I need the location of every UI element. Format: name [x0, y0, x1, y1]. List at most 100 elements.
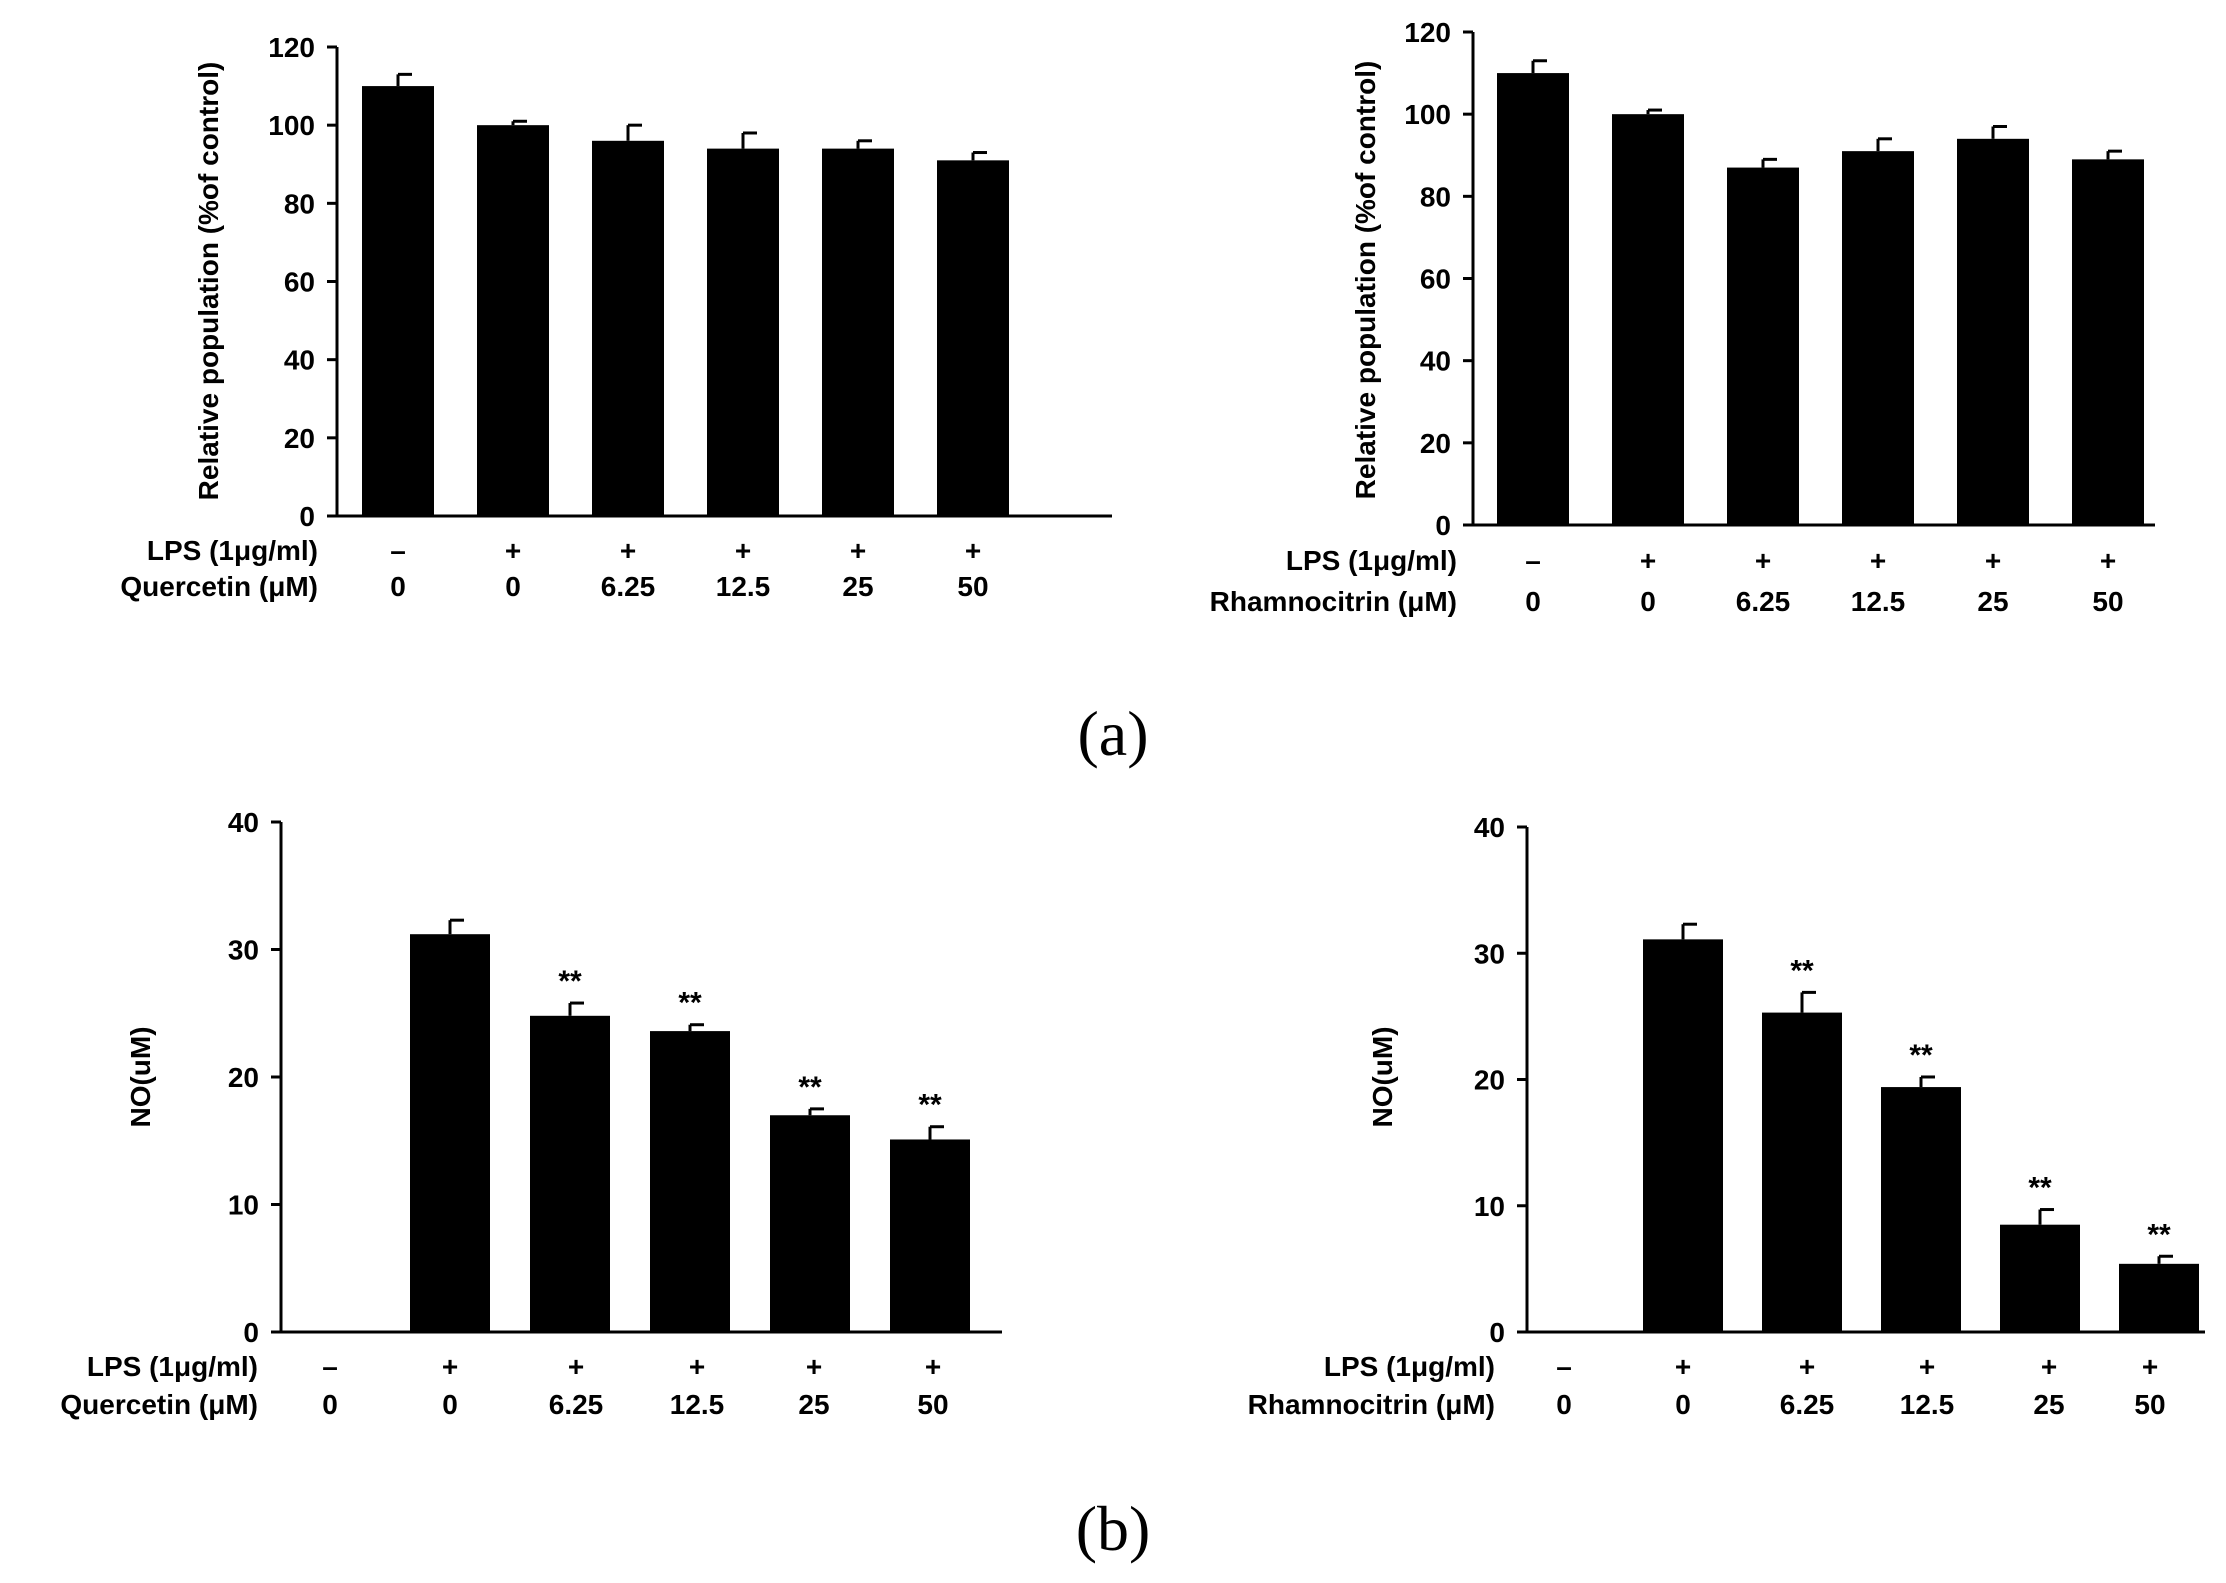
y-tick-label: 20: [228, 1062, 259, 1093]
dose-condition: 0: [322, 1389, 338, 1420]
bar: [1643, 939, 1723, 1332]
dose-condition: 50: [2092, 586, 2123, 617]
bar: [2119, 1263, 2199, 1332]
bar: [1881, 1087, 1961, 1332]
dose-condition: 6.25: [1736, 586, 1791, 617]
lps-row-label: LPS (1μg/ml): [1324, 1351, 1495, 1382]
bar: [477, 125, 549, 517]
dose-condition: 12.5: [716, 571, 771, 602]
dose-condition: 0: [1640, 586, 1656, 617]
y-tick-label: 0: [299, 501, 315, 532]
compound-row-label: Quercetin (μM): [120, 571, 318, 602]
dose-condition: 50: [917, 1389, 948, 1420]
lps-condition: +: [1675, 1351, 1691, 1382]
bar: [937, 160, 1009, 516]
y-tick-label: 80: [1420, 181, 1451, 212]
lps-condition: +: [806, 1351, 822, 1382]
lps-condition: –: [1525, 545, 1541, 576]
significance-marker: **: [2147, 1218, 2171, 1251]
chart-cell-viability-rhamnocitrin: 0 20 40 60 80 100 120 Relative population (%of …: [1210, 17, 2155, 617]
significance-marker: **: [678, 987, 702, 1020]
lps-condition: +: [2100, 545, 2116, 576]
y-tick-label: 40: [1420, 346, 1451, 377]
lps-condition: +: [735, 535, 751, 566]
y-tick-label: 30: [1474, 938, 1505, 969]
dose-condition: 25: [798, 1389, 829, 1420]
bar: [1762, 1012, 1842, 1332]
y-tick-label: 20: [284, 423, 315, 454]
dose-condition: 12.5: [1851, 586, 1906, 617]
y-axis-title: Relative population (%of control): [193, 62, 224, 501]
chart-no-production-quercetin: 0 10 20 30 40 NO(uM) ** ** ** ** LPS (1μg/ml) Querc…: [60, 807, 1002, 1420]
y-tick-label: 60: [1420, 264, 1451, 295]
y-tick-label: 80: [284, 188, 315, 219]
dose-condition: 0: [442, 1389, 458, 1420]
significance-marker: **: [1909, 1039, 1933, 1072]
lps-condition: +: [505, 535, 521, 566]
y-tick-label: 40: [1474, 812, 1505, 843]
y-tick-label: 20: [1420, 428, 1451, 459]
bar: [1842, 151, 1914, 525]
y-tick-label: 10: [1474, 1191, 1505, 1222]
y-tick-label: 120: [1404, 17, 1451, 48]
dose-condition: 0: [1525, 586, 1541, 617]
lps-row-label: LPS (1μg/ml): [147, 535, 318, 566]
lps-row-label: LPS (1μg/ml): [87, 1351, 258, 1382]
lps-condition: +: [1985, 545, 2001, 576]
dose-condition: 0: [1556, 1389, 1572, 1420]
dose-condition: 25: [2033, 1389, 2064, 1420]
bar: [1612, 114, 1684, 526]
bar: [822, 148, 894, 516]
bar: [770, 1115, 850, 1332]
compound-row-label: Rhamnocitrin (μM): [1210, 586, 1457, 617]
bar: [2072, 159, 2144, 525]
dose-condition: 6.25: [601, 571, 656, 602]
y-tick-label: 40: [284, 345, 315, 376]
bar: [707, 148, 779, 516]
y-tick-label: 20: [1474, 1065, 1505, 1096]
y-tick-label: 100: [1404, 99, 1451, 130]
panel-caption-b: (b): [1076, 1493, 1151, 1564]
y-tick-label: 0: [1489, 1317, 1505, 1348]
dose-condition: 0: [505, 571, 521, 602]
compound-row-label: Quercetin (μM): [60, 1389, 258, 1420]
bar: [1727, 167, 1799, 525]
lps-condition: +: [1755, 545, 1771, 576]
bar: [410, 934, 490, 1332]
lps-condition: +: [689, 1351, 705, 1382]
bar: [362, 86, 434, 516]
y-tick-label: 10: [228, 1190, 259, 1221]
bar: [530, 1015, 610, 1332]
bar: [890, 1139, 970, 1332]
dose-condition: 0: [390, 571, 406, 602]
dose-condition: 50: [957, 571, 988, 602]
y-tick-label: 30: [228, 935, 259, 966]
lps-condition: +: [850, 535, 866, 566]
bar: [1497, 73, 1569, 525]
lps-condition: +: [2142, 1351, 2158, 1382]
chart-no-production-rhamnocitrin: 0 10 20 30 40 NO(uM) ** ** ** ** LPS (1μg/ml) Rhamn…: [1248, 812, 2205, 1420]
significance-marker: **: [558, 965, 582, 998]
bar: [2000, 1224, 2080, 1332]
lps-condition: +: [568, 1351, 584, 1382]
lps-condition: +: [1870, 545, 1886, 576]
lps-condition: –: [1556, 1351, 1572, 1382]
lps-condition: +: [2041, 1351, 2057, 1382]
lps-condition: +: [965, 535, 981, 566]
lps-condition: +: [1640, 545, 1656, 576]
lps-row-label: LPS (1μg/ml): [1286, 545, 1457, 576]
y-axis-title: NO(uM): [1367, 1026, 1398, 1127]
y-tick-label: 60: [284, 267, 315, 298]
bar: [650, 1031, 730, 1332]
compound-row-label: Rhamnocitrin (μM): [1248, 1389, 1495, 1420]
dose-condition: 12.5: [670, 1389, 725, 1420]
bar: [1957, 138, 2029, 526]
significance-marker: **: [918, 1089, 942, 1122]
significance-marker: **: [2028, 1172, 2052, 1205]
lps-condition: +: [442, 1351, 458, 1382]
dose-condition: 25: [842, 571, 873, 602]
y-tick-label: 120: [268, 32, 315, 63]
lps-condition: +: [1799, 1351, 1815, 1382]
dose-condition: 50: [2134, 1389, 2165, 1420]
